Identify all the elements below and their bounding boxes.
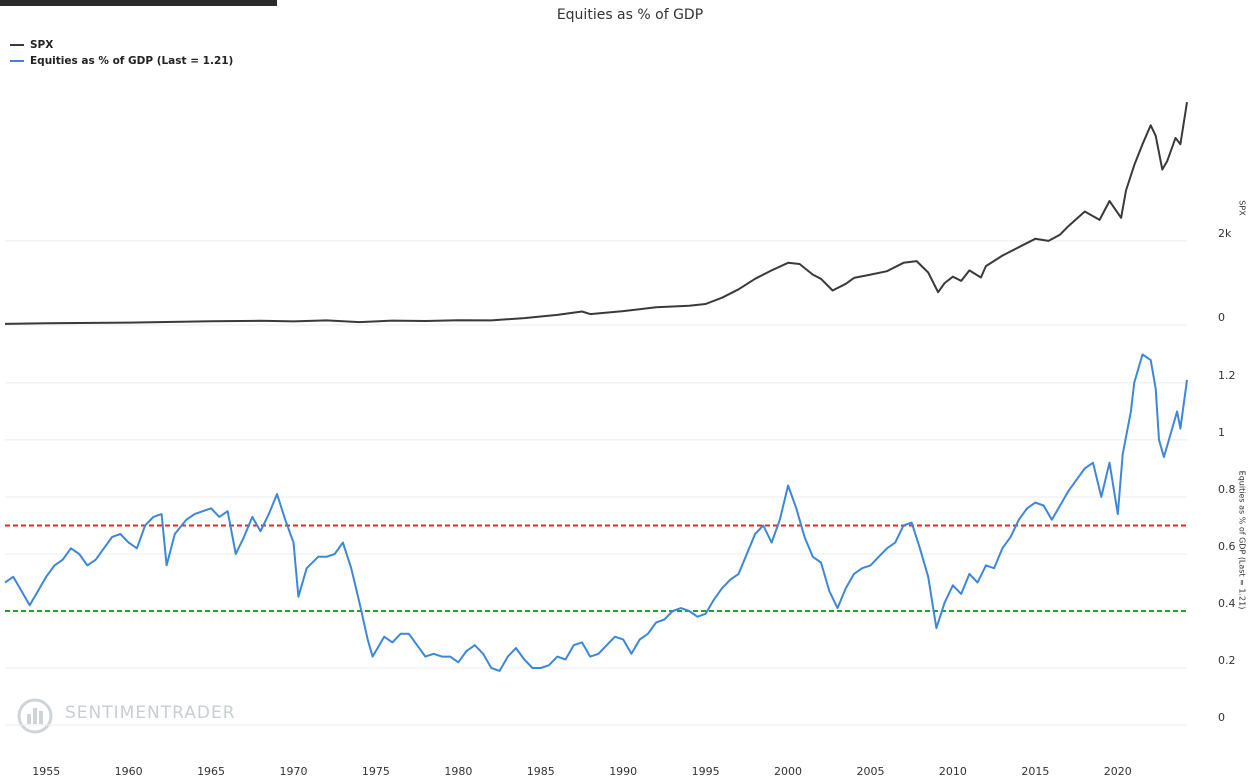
legend-label: SPX <box>30 39 53 51</box>
legend-label: Equities as % of GDP (Last = 1.21) <box>30 55 233 67</box>
x-tick-label: 1990 <box>609 765 637 778</box>
x-tick-label: 1980 <box>444 765 472 778</box>
x-tick-label: 1960 <box>115 765 143 778</box>
chart: Equities as % of GDP SPX Equities as % o… <box>0 0 1260 781</box>
x-tick-label: 1955 <box>32 765 60 778</box>
x-tick-label: 1965 <box>197 765 225 778</box>
watermark-logo <box>19 700 51 732</box>
watermark: SENTIMENTRADER <box>65 703 236 723</box>
y-tick-label: 2k <box>1218 227 1232 240</box>
x-tick-label: 2005 <box>856 765 884 778</box>
x-tick-label: 2010 <box>939 765 967 778</box>
x-tick-label: 1985 <box>527 765 555 778</box>
y-axis-label: SPX <box>1238 200 1247 216</box>
x-tick-label: 2000 <box>774 765 802 778</box>
y-axis-label: Equities as % of GDP (Last = 1.21) <box>1238 471 1247 610</box>
chart-title: Equities as % of GDP <box>557 7 703 23</box>
x-tick-label: 1970 <box>279 765 307 778</box>
x-tick-label: 2015 <box>1021 765 1049 778</box>
y-tick-label: 0.8 <box>1218 483 1236 496</box>
data-line <box>5 102 1187 324</box>
y-tick-label: 0 <box>1218 311 1225 324</box>
x-tick-label: 1995 <box>692 765 720 778</box>
data-line <box>5 354 1187 671</box>
y-tick-label: 1.2 <box>1218 369 1236 382</box>
corner-photo <box>0 0 277 6</box>
y-tick-label: 0.4 <box>1218 597 1236 610</box>
y-tick-label: 0.6 <box>1218 540 1236 553</box>
x-tick-label: 1975 <box>362 765 390 778</box>
y-tick-label: 0.2 <box>1218 654 1236 667</box>
y-tick-label: 0 <box>1218 711 1225 724</box>
x-tick-label: 2020 <box>1104 765 1132 778</box>
y-tick-label: 1 <box>1218 426 1225 439</box>
